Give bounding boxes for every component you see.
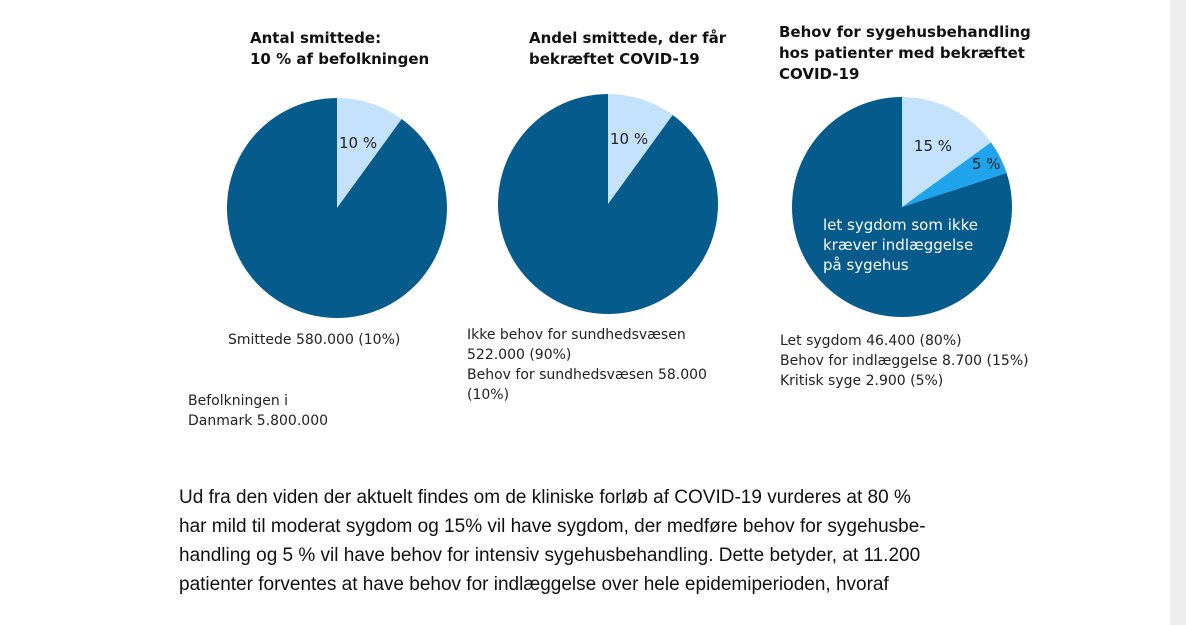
chart-2-legend: Ikke behov for sundhedsvæsen 522.000 (90…: [467, 325, 707, 405]
chart-1-note-line-2: Danmark 5.800.000: [188, 413, 329, 429]
chart-1-title: Antal smittede: 10 % af befolkningen: [250, 28, 429, 70]
chart-1-slice-2: [226, 98, 447, 318]
chart-1-pie: 10 %: [226, 98, 447, 318]
body-paragraph: Ud fra den viden der aktuelt findes om d…: [179, 483, 1059, 599]
chart-3-legend: Let sygdom 46.400 (80%) Behov for indlæg…: [780, 331, 1029, 391]
chart-1-slice-1: [337, 98, 402, 208]
paragraph-line-2: har mild til moderat sygdom og 15% vil h…: [179, 516, 926, 537]
chart-2-title: Andel smittede, der får bekræftet COVID-…: [529, 28, 726, 70]
chart-3-slice-2: [902, 142, 1007, 207]
chart-3-inner-label-line-2: kræver indlæggelse: [823, 236, 973, 254]
chart-3-title-line-2: hos patienter med bekræftet: [779, 44, 1025, 62]
chart-3-legend-line-1: Let sygdom 46.400 (80%): [780, 333, 962, 349]
paragraph-line-1: Ud fra den viden der aktuelt findes om d…: [179, 487, 911, 508]
chart-3-inner-label-line-3: på sygehus: [823, 256, 909, 274]
chart-2-title-line-1: Andel smittede, der får: [529, 29, 727, 47]
chart-3-title-line-3: COVID-19: [779, 65, 860, 83]
paragraph-line-4: patienter forventes at have behov for in…: [179, 574, 889, 595]
scrollbar[interactable]: [1170, 0, 1186, 625]
chart-3-slice-2-label: 5 %: [972, 155, 1001, 173]
chart-1-slice-1-label: 10 %: [339, 134, 377, 152]
chart-1-title-line-2: 10 % af befolkningen: [250, 50, 430, 68]
chart-3-pie: 15 % 5 % let sygdom som ikke kræver indlægg…: [792, 97, 1012, 317]
chart-2-slice-1: [608, 94, 673, 204]
chart-2-pie: 10 %: [498, 94, 718, 314]
chart-3-inner-label-line-1: let sygdom som ikke: [823, 216, 978, 234]
paragraph-line-3: handling og 5 % vil have behov for inten…: [179, 545, 921, 566]
chart-3-slice-3: [792, 97, 1012, 317]
chart-1-note: Befolkningen i Danmark 5.800.000: [188, 391, 328, 431]
chart-3-slice-1-label: 15 %: [914, 137, 952, 155]
chart-3-title: Behov for sygehusbehandling hos patiente…: [779, 22, 1031, 85]
chart-1-title-line-1: Antal smittede:: [250, 29, 382, 47]
chart-2-slice-2: [498, 94, 718, 314]
chart-3-legend-line-3: Kritisk syge 2.900 (5%): [780, 373, 944, 389]
chart-2-legend-line-1: Ikke behov for sundhedsvæsen: [467, 327, 686, 343]
chart-2-legend-line-2: 522.000 (90%): [467, 347, 572, 363]
chart-1-legend: Smittede 580.000 (10%): [228, 330, 400, 350]
chart-3-legend-line-2: Behov for indlæggelse 8.700 (15%): [780, 353, 1029, 369]
chart-3-title-line-1: Behov for sygehusbehandling: [779, 23, 1031, 41]
chart-2-title-line-2: bekræftet COVID-19: [529, 50, 700, 68]
chart-1-legend-line-1: Smittede 580.000 (10%): [228, 332, 401, 348]
chart-2-legend-line-4: (10%): [467, 387, 510, 403]
chart-2-slice-1-label: 10 %: [610, 130, 648, 148]
chart-3-slice-1: [902, 97, 991, 207]
chart-1-note-line-1: Befolkningen i: [188, 393, 289, 409]
chart-2-legend-line-3: Behov for sundhedsvæsen 58.000: [467, 367, 707, 383]
